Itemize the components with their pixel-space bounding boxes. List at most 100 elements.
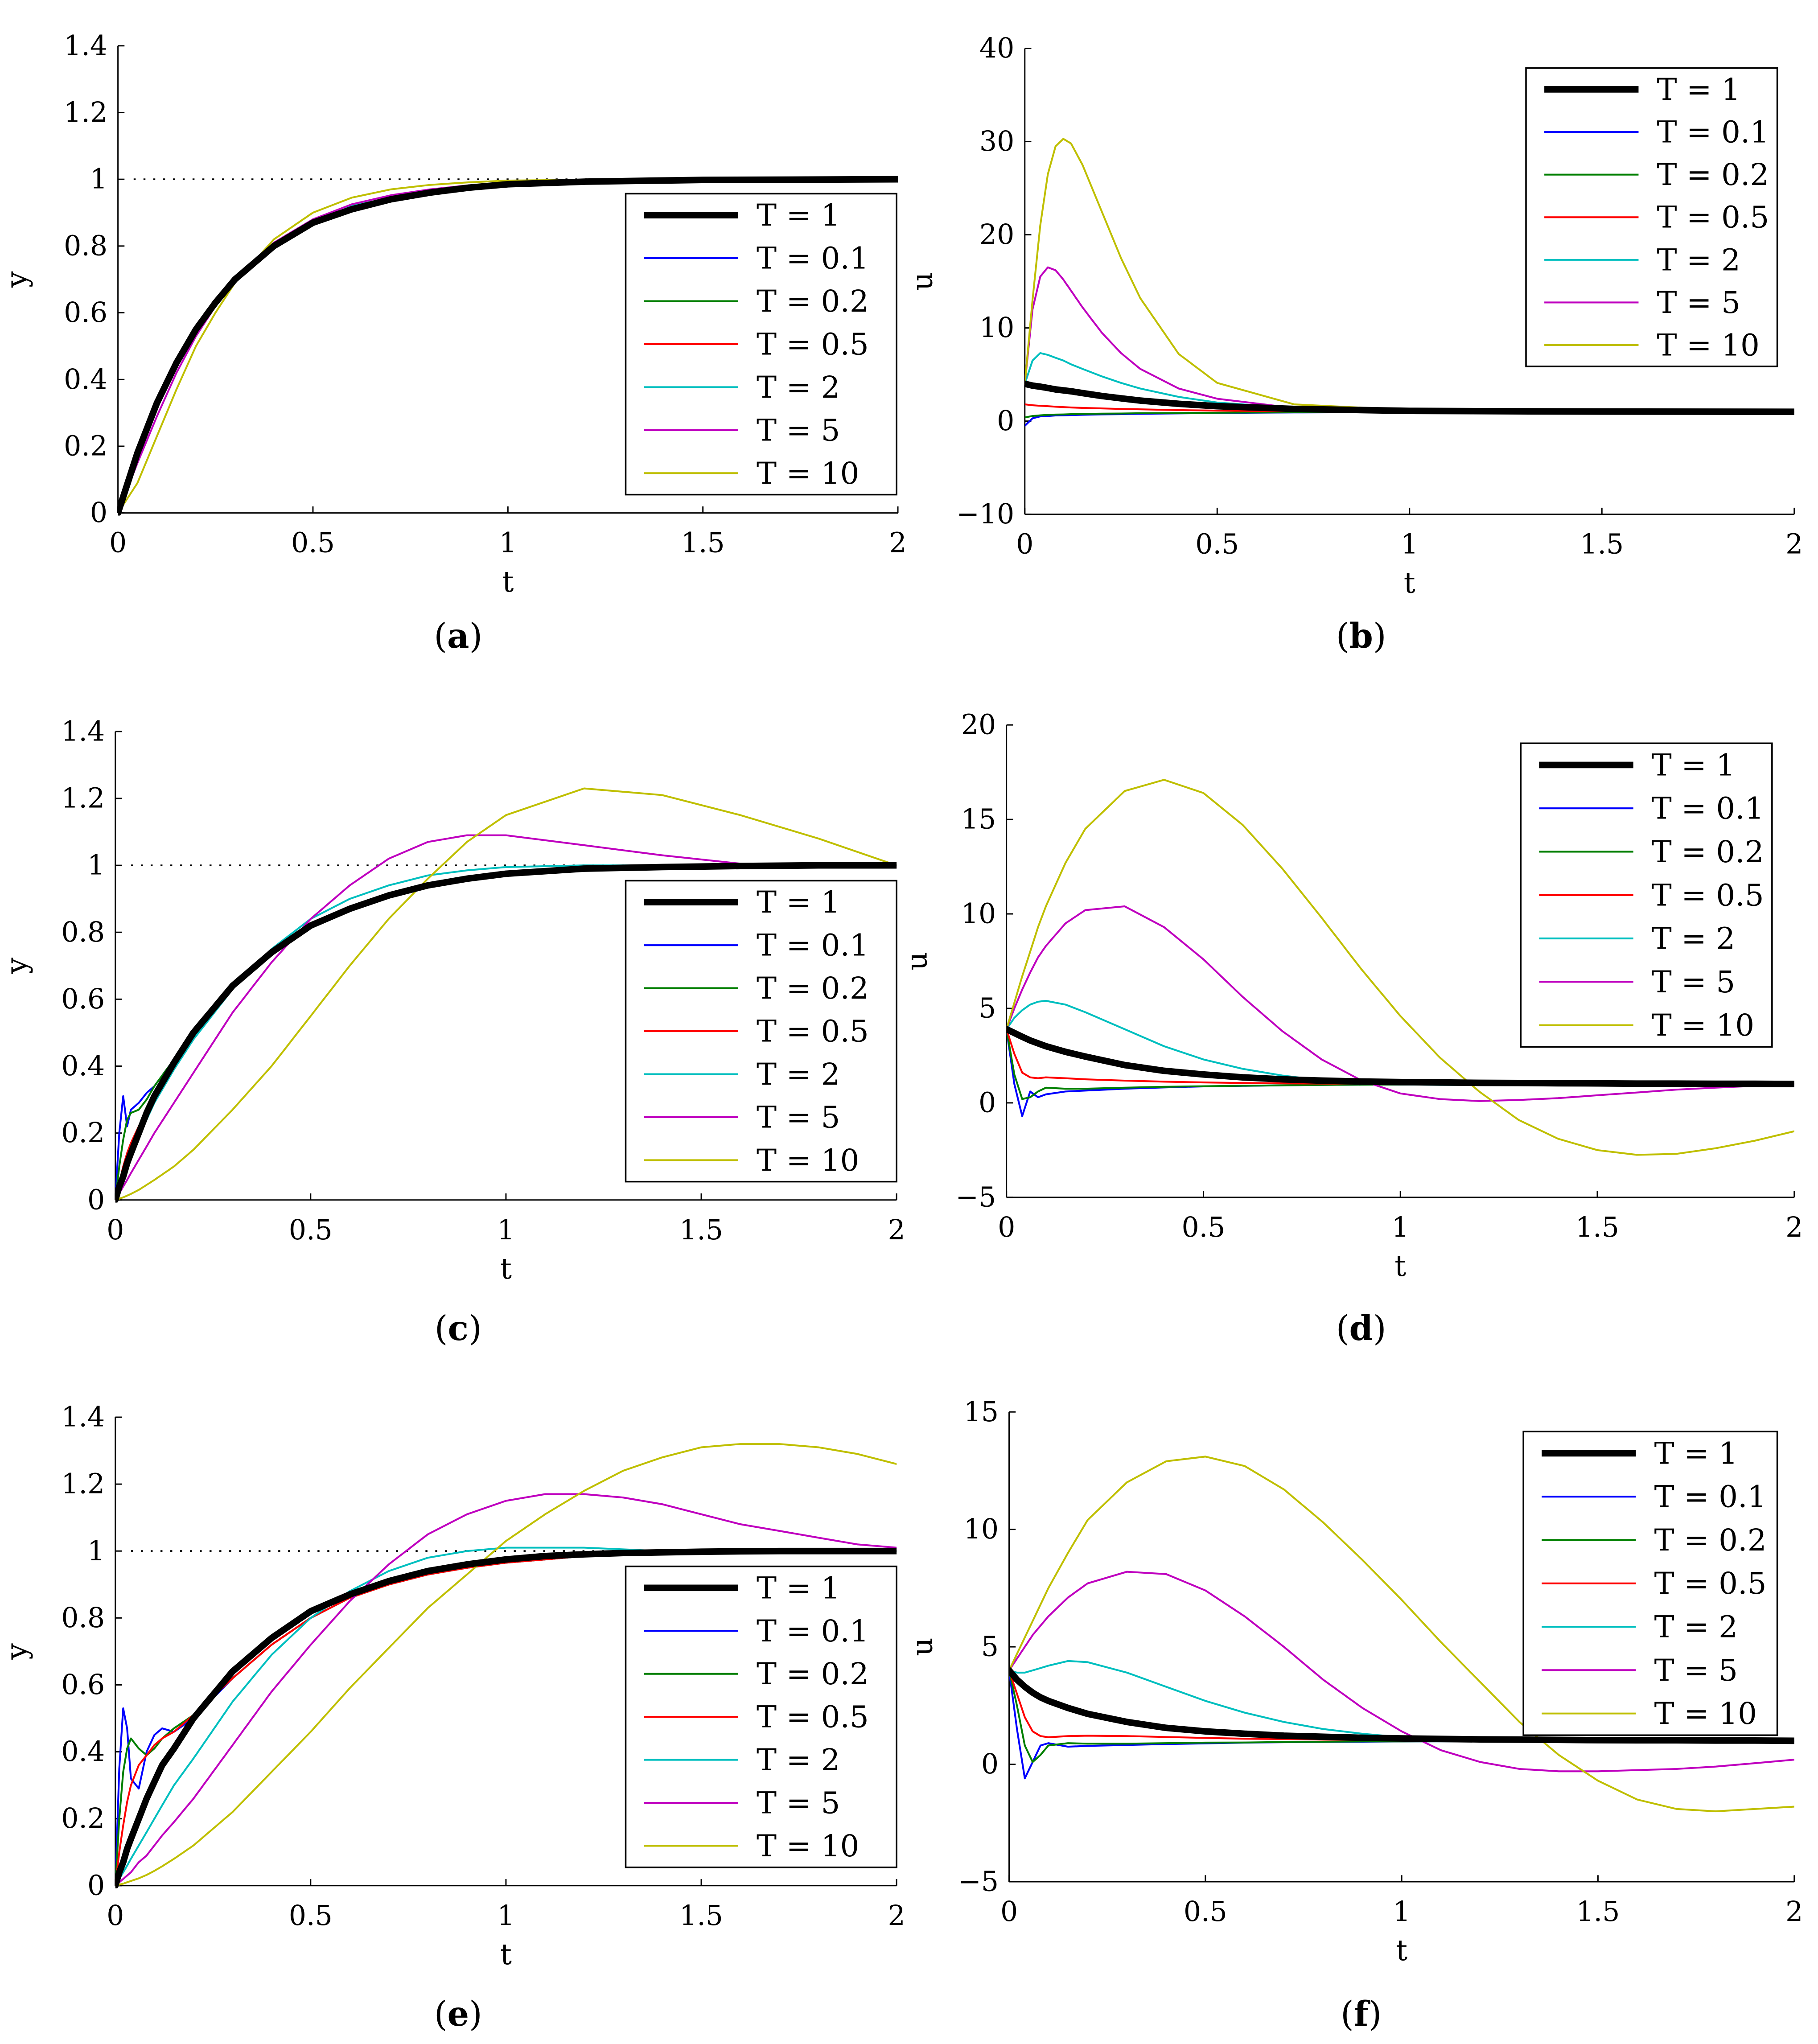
legend-label: T = 0.2	[1652, 834, 1764, 869]
y-tick-label: 0.8	[61, 1602, 105, 1634]
series-line-t-10	[115, 787, 897, 1201]
y-tick-label: 0	[979, 1086, 996, 1119]
caption-part: d	[1349, 1308, 1373, 1348]
y-axis-label: y	[0, 271, 33, 288]
legend-label: T = 5	[1654, 1653, 1738, 1688]
legend-label: T = 0.5	[757, 1014, 869, 1049]
x-tick-label: 0	[107, 1900, 124, 1932]
caption-part: )	[1369, 1994, 1382, 2034]
x-tick-label: 0.5	[289, 1900, 333, 1932]
y-tick-label: 20	[979, 218, 1014, 251]
y-tick-label: 0.2	[61, 1117, 105, 1149]
legend-label: T = 2	[757, 1742, 840, 1777]
legend-label: T = 0.5	[1657, 200, 1769, 235]
y-tick-label: 0.6	[64, 296, 107, 329]
x-axis-label: t	[500, 1252, 512, 1286]
caption-part: )	[469, 1994, 482, 2034]
y-axis-label: u	[901, 952, 934, 971]
y-axis-label: u	[905, 1637, 939, 1656]
caption-part: (	[1336, 616, 1349, 656]
y-axis-label: y	[0, 958, 33, 975]
y-tick-label: 20	[961, 709, 996, 741]
legend-label: T = 1	[1657, 72, 1740, 107]
y-tick-label: 1.2	[61, 782, 105, 814]
legend-label: T = 2	[1652, 921, 1735, 956]
series-line-t-10	[1006, 779, 1794, 1156]
y-tick-label: 0.6	[61, 1669, 105, 1701]
x-tick-label: 0.5	[1195, 528, 1239, 560]
legend-label: T = 10	[1652, 1008, 1754, 1043]
x-tick-label: 0	[107, 1214, 124, 1246]
y-tick-label: −5	[958, 1866, 999, 1898]
x-tick-label: 1.5	[681, 527, 725, 559]
legend-label: T = 10	[757, 456, 859, 491]
legend-label: T = 0.5	[757, 326, 869, 362]
series-line-t-5	[1009, 1571, 1794, 1773]
x-tick-label: 0.5	[1181, 1211, 1225, 1243]
x-tick-label: 2	[1785, 1211, 1803, 1243]
y-tick-label: 1	[87, 1535, 105, 1567]
series-line-t-1	[1009, 1667, 1794, 1744]
y-tick-label: 0.4	[64, 363, 107, 395]
x-tick-label: 1	[1393, 1896, 1411, 1928]
y-tick-label: 1	[90, 163, 107, 195]
x-tick-label: 0	[109, 527, 127, 559]
x-tick-label: 0	[998, 1211, 1015, 1243]
legend-label: T = 0.2	[1657, 157, 1769, 192]
y-axis-label: u	[905, 272, 939, 291]
legend-label: T = 0.2	[757, 971, 869, 1006]
legend-label: T = 10	[1657, 328, 1760, 363]
y-tick-label: 10	[964, 1513, 999, 1545]
caption-part: (	[1341, 1994, 1354, 2034]
x-tick-label: 1	[497, 1214, 514, 1246]
legend-label: T = 0.5	[757, 1699, 869, 1735]
legend-label: T = 2	[757, 370, 840, 405]
y-tick-label: 5	[979, 992, 996, 1024]
caption-part: )	[1373, 616, 1386, 656]
series-line-t-1	[1024, 380, 1794, 415]
y-tick-label: −5	[955, 1181, 996, 1213]
legend-label: T = 2	[1654, 1609, 1738, 1645]
legend-label: T = 0.1	[757, 928, 869, 963]
panel-caption: (e)	[434, 1994, 482, 2034]
y-tick-label: 0.8	[61, 916, 105, 948]
x-tick-label: 2	[888, 1900, 905, 1932]
y-tick-label: 1.4	[61, 715, 105, 747]
x-tick-label: 1	[1401, 528, 1418, 560]
x-axis-label: t	[500, 1938, 512, 1971]
x-tick-label: 1.5	[1580, 528, 1624, 560]
panel-caption: (a)	[434, 616, 482, 656]
x-tick-label: 2	[1785, 528, 1803, 560]
legend-label: T = 0.1	[1652, 791, 1764, 826]
legend-label: T = 0.1	[757, 1613, 869, 1649]
x-tick-label: 1.5	[679, 1900, 723, 1932]
caption-part: (	[434, 1994, 448, 2034]
y-tick-label: 0	[87, 1184, 105, 1216]
series-line-t-1	[1006, 1026, 1794, 1087]
y-tick-label: 15	[961, 803, 996, 835]
legend: T = 1 T = 0.1 T = 0.2 T = 0.5 T = 2 T = 5 T = …	[625, 1565, 897, 1868]
x-axis-label: t	[1396, 1934, 1407, 1967]
x-tick-label: 0.5	[1184, 1896, 1227, 1928]
x-tick-label: 1	[499, 527, 517, 559]
y-tick-label: 0.2	[61, 1802, 105, 1834]
legend-label: T = 1	[757, 197, 840, 233]
legend-label: T = 0.2	[757, 1656, 869, 1691]
x-tick-label: 0	[1016, 528, 1033, 560]
legend-label: T = 0.2	[1654, 1522, 1767, 1558]
y-tick-label: −10	[956, 498, 1014, 530]
y-tick-label: 10	[979, 312, 1014, 344]
legend-label: T = 1	[757, 884, 840, 920]
series-line-t-5	[115, 1493, 897, 1887]
x-tick-label: 0	[1000, 1896, 1018, 1928]
legend-label: T = 5	[757, 1785, 840, 1821]
legend-label: T = 10	[757, 1143, 859, 1178]
legend-label: T = 5	[1657, 285, 1740, 320]
x-axis-label: t	[1394, 1250, 1406, 1283]
y-tick-label: 0.4	[61, 1050, 105, 1082]
y-tick-label: 1.4	[64, 29, 107, 62]
series-line-t-5	[1006, 905, 1794, 1102]
